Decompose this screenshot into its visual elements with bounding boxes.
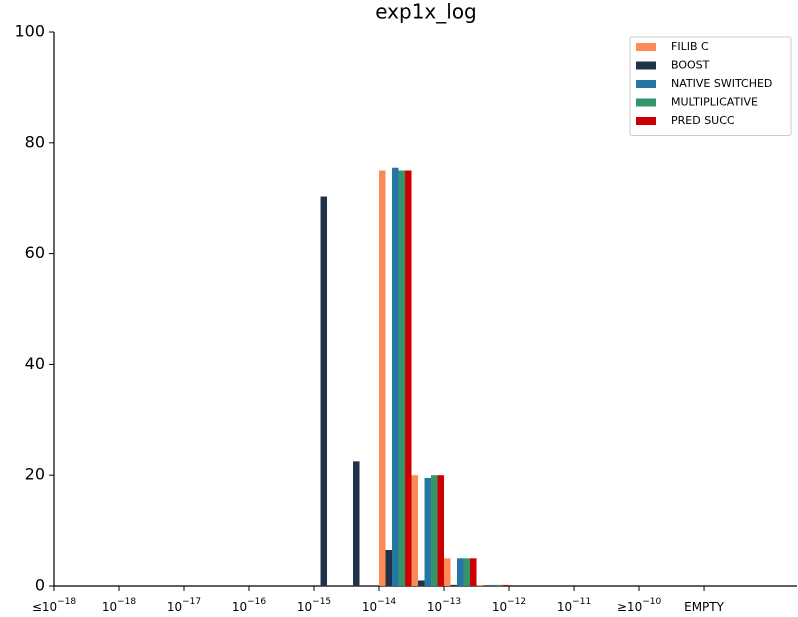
legend-swatch [636,43,656,51]
x-tick-base: 10 [427,600,442,614]
bar [470,558,477,586]
x-tick-exponent: −13 [442,597,461,607]
bar [405,170,412,586]
x-tick-exponent: −17 [182,597,201,607]
y-tick-label: 0 [35,576,45,595]
legend-label: BOOST [671,59,710,72]
bar [489,584,497,586]
x-tick-base: 10 [362,600,377,614]
bar [437,475,445,586]
bar [457,558,464,586]
bar [320,196,328,586]
legend-swatch [636,80,656,88]
x-tick-label: 10−11 [557,597,591,614]
x-tick-base: 10 [492,600,507,614]
legend-box [629,36,792,136]
y-tick-label: 20 [25,465,45,484]
legend-label: FILIB C [671,40,709,53]
x-tick-exponent: −16 [247,597,266,607]
bar [398,170,406,586]
legend-swatch [636,61,656,70]
bar [424,477,432,586]
x-tick-exponent: −15 [312,597,331,607]
bar [496,584,503,586]
x-tick-exponent: −14 [377,597,396,607]
chart-title: exp1x_log [375,0,477,24]
bar [411,475,419,586]
bar [385,549,393,586]
x-tick-label: 10−12 [492,597,526,614]
legend-swatch [636,117,656,125]
legend-label: NATIVE SWITCHED [671,77,772,90]
x-tick-exponent: −18 [57,597,76,607]
x-tick-exponent: −11 [572,597,591,607]
legend-label: PRED SUCC [671,114,735,127]
x-tick-label: ≥10−10 [617,597,662,614]
bar [431,475,438,586]
y-tick-label: 80 [25,132,45,151]
x-tick-base: 10 [557,600,572,614]
x-tick-base: 10 [297,600,312,614]
x-tick-base: EMPTY [684,600,725,614]
y-tick-label: 40 [25,354,45,373]
x-tick-label: 10−14 [362,597,397,614]
x-tick-base: 10 [232,600,247,614]
x-tick-label: 10−15 [297,597,331,614]
x-tick-base: 10 [167,600,182,614]
bar [444,558,451,586]
bar [502,584,510,586]
x-tick-base: 10 [102,600,117,614]
x-tick-label: EMPTY [684,600,725,614]
bar [392,167,399,587]
x-tick-base: ≥10 [617,600,642,614]
bar [476,585,484,586]
x-tick-exponent: −12 [507,597,526,607]
bar [418,580,425,586]
y-tick-label: 100 [14,22,45,41]
bar [463,558,471,586]
x-tick-label: 10−13 [427,597,461,614]
x-tick-exponent: −18 [117,597,136,607]
legend-label: MULTIPLICATIVE [671,96,758,109]
y-tick-label: 60 [25,243,45,262]
bar [379,170,386,586]
legend-swatch [636,98,656,107]
x-tick-exponent: −10 [642,597,661,607]
x-tick-label: 10−17 [167,597,201,614]
x-tick-label: 10−16 [232,597,267,614]
x-tick-base: ≤10 [32,600,57,614]
x-tick-label: ≤10−18 [32,597,77,614]
bar [450,584,458,586]
bar [353,461,360,586]
x-tick-label: 10−18 [102,597,137,614]
